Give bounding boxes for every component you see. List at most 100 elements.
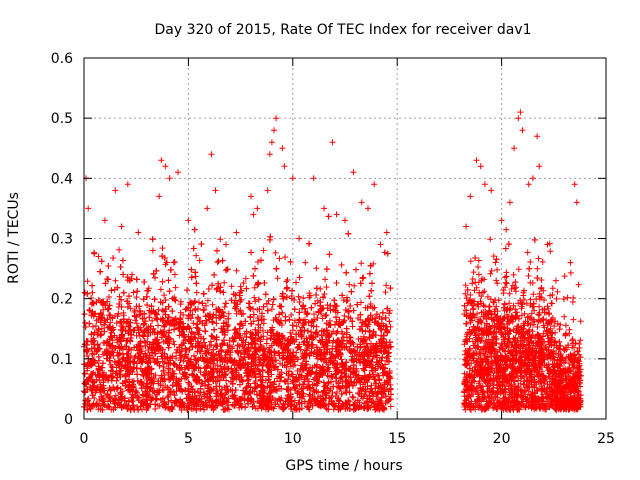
data-point [282,313,289,320]
data-point [144,302,151,308]
data-point [89,323,96,330]
data-point [288,312,295,318]
data-point [98,258,105,265]
data-point [260,327,266,334]
data-point [159,386,166,393]
data-point [209,282,216,289]
data-point [369,280,375,287]
data-point [358,299,364,306]
data-point [323,284,330,291]
data-point [93,376,100,383]
data-point [325,213,332,220]
data-point [193,252,200,259]
data-point [384,250,391,257]
data-point [250,305,256,312]
data-point [323,312,330,318]
data-point [172,284,179,291]
data-point [126,346,133,353]
data-point [103,346,110,353]
data-point [155,402,161,409]
data-point [84,352,91,359]
data-point [159,245,166,252]
data-point [263,340,270,347]
data-point [217,236,224,243]
data-point [112,277,119,284]
data-point [127,305,134,312]
data-point [193,324,200,331]
data-point [296,299,303,305]
data-point [164,394,171,401]
data-point [97,381,104,388]
data-point [161,292,168,299]
data-point [157,286,164,293]
data-point [166,288,173,295]
data-point [350,394,357,401]
data-point [355,372,362,379]
data-point [165,398,172,405]
data-point [326,251,333,258]
data-point [208,332,215,339]
data-point [291,306,298,313]
data-point [383,282,390,289]
data-point [171,296,178,303]
data-point [343,269,350,276]
data-point [214,362,221,369]
data-point [282,254,289,261]
data-point [251,284,258,291]
data-point [213,286,220,293]
data-point [367,301,374,307]
data-point [119,257,126,264]
data-point [293,279,299,286]
data-point [178,348,185,355]
data-point [116,293,123,300]
data-point [360,274,367,281]
data-point [191,226,198,233]
data-point [170,338,177,345]
data-point [345,230,352,237]
data-point [322,276,329,283]
data-point [346,281,353,288]
data-point [106,294,112,300]
data-point [149,236,156,243]
data-point [313,265,320,272]
data-point [100,351,107,358]
data-point [120,289,127,296]
data-point [300,295,307,301]
data-point [375,372,382,379]
data-point [124,304,131,311]
data-point [321,291,328,297]
data-point [177,309,184,316]
data-point [287,329,294,336]
data-point [209,301,216,308]
data-point [113,320,120,327]
data-point [313,292,320,298]
data-point [155,322,161,329]
data-point [252,298,259,305]
data-point [152,372,159,379]
data-point [86,320,93,327]
data-point [381,249,388,256]
data-point [242,275,249,282]
data-point [353,352,360,359]
data-point [90,379,97,386]
data-point [203,302,209,309]
data-point [120,309,127,316]
data-point [184,287,191,294]
data-point [317,346,324,353]
data-point [314,297,321,304]
data-point [387,403,394,410]
data-point [114,352,121,359]
data-point [101,402,108,409]
data-point [110,255,117,261]
data-point [237,381,243,388]
data-point [343,331,350,338]
data-point [319,315,326,322]
data-point [192,343,199,349]
data-point [93,323,99,329]
data-point [160,338,167,345]
data-point [355,315,362,321]
data-point [362,328,369,335]
data-point [296,371,303,378]
data-point [126,323,133,330]
